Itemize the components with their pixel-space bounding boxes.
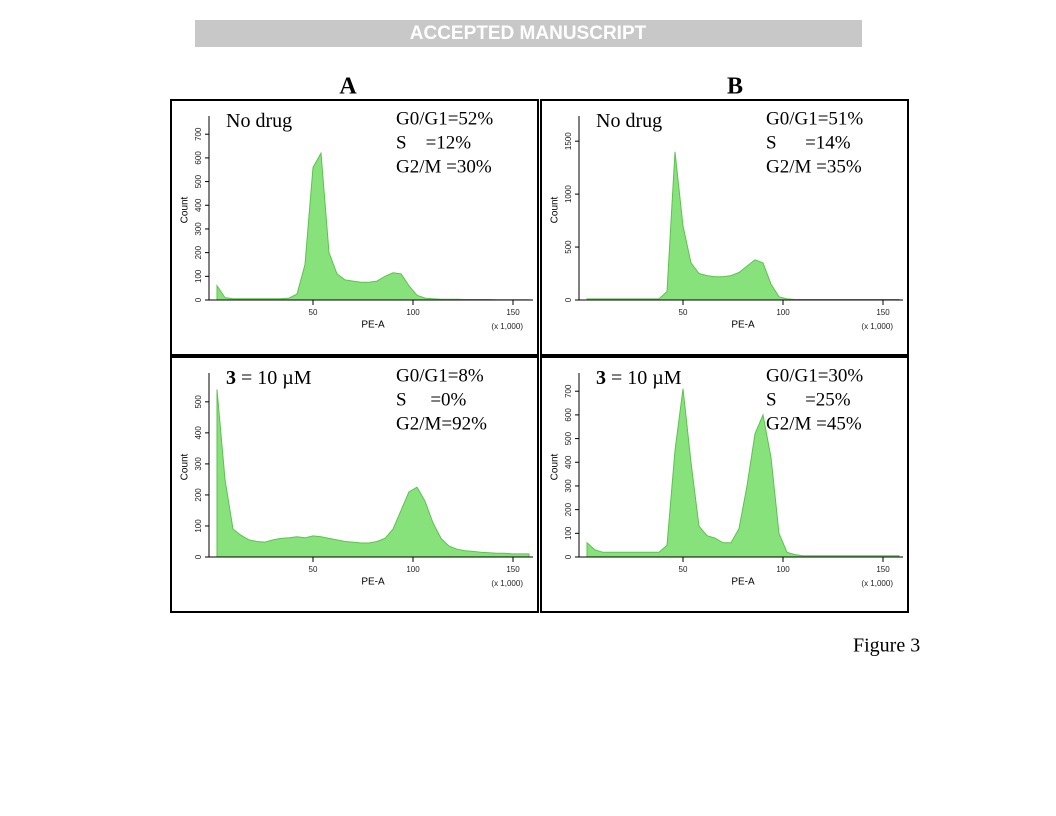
x-axis-label: PE-A xyxy=(361,320,385,331)
y-tick-label: 300 xyxy=(194,457,203,471)
condition-label: 3 = 10 µM xyxy=(596,367,682,389)
histogram-area xyxy=(216,389,530,558)
y-tick-label: 1500 xyxy=(564,132,573,150)
y-tick-label: 200 xyxy=(564,502,573,516)
x-axis-label: PE-A xyxy=(731,577,755,588)
stat-line: G0/G1=8% xyxy=(396,365,484,386)
panel-label: B xyxy=(727,74,743,100)
stat-line: G2/M =30% xyxy=(396,156,492,177)
y-tick-label: 400 xyxy=(194,198,203,212)
x-tick-label: 150 xyxy=(506,565,520,574)
y-tick-label: 400 xyxy=(194,426,203,440)
y-tick-label: 100 xyxy=(194,519,203,533)
x-tick-label: 50 xyxy=(679,565,688,574)
condition: = 10 µM xyxy=(236,367,312,389)
y-tick-label: 200 xyxy=(194,245,203,259)
panel-label: A xyxy=(339,74,357,100)
panel-frame xyxy=(540,356,909,613)
compound-number: 3 xyxy=(596,367,606,389)
stat-line: G2/M =35% xyxy=(766,156,862,177)
y-tick-label: 300 xyxy=(194,222,203,236)
y-tick-label: 300 xyxy=(564,479,573,493)
stat-line: G2/M =45% xyxy=(766,413,862,434)
stat-line: G0/G1=30% xyxy=(766,365,863,386)
x-axis-label: PE-A xyxy=(731,320,755,331)
x-unit-label: (x 1,000) xyxy=(861,579,893,588)
condition: No drug xyxy=(596,110,662,132)
y-tick-label: 400 xyxy=(564,455,573,469)
x-unit-label: (x 1,000) xyxy=(491,579,523,588)
y-tick-label: 700 xyxy=(194,127,203,141)
y-axis-label: Count xyxy=(550,453,561,480)
y-tick-label: 100 xyxy=(194,269,203,283)
header: ACCEPTED MANUSCRIPT xyxy=(410,23,647,44)
y-axis-label: Count xyxy=(550,196,561,223)
stat-line: S =12% xyxy=(396,132,471,153)
stat-line: S =0% xyxy=(396,389,467,410)
y-tick-label: 0 xyxy=(194,297,203,302)
x-tick-label: 50 xyxy=(309,308,318,317)
y-tick-label: 500 xyxy=(194,395,203,409)
condition-label: 3 = 10 µM xyxy=(226,367,312,389)
y-axis-label: Count xyxy=(180,196,191,223)
x-tick-label: 50 xyxy=(679,308,688,317)
x-unit-label: (x 1,000) xyxy=(491,322,523,331)
x-tick-label: 100 xyxy=(406,565,420,574)
stat-line: G0/G1=51% xyxy=(766,108,863,129)
y-tick-label: 600 xyxy=(564,408,573,422)
x-tick-label: 150 xyxy=(506,308,520,317)
x-tick-label: 100 xyxy=(776,308,790,317)
y-tick-label: 0 xyxy=(564,554,573,559)
x-tick-label: 150 xyxy=(876,565,890,574)
y-tick-label: 100 xyxy=(564,526,573,540)
compound-number: 3 xyxy=(226,367,236,389)
y-tick-label: 500 xyxy=(194,174,203,188)
x-tick-label: 150 xyxy=(876,308,890,317)
y-tick-label: 500 xyxy=(564,431,573,445)
x-tick-label: 50 xyxy=(309,565,318,574)
y-tick-label: 0 xyxy=(194,554,203,559)
condition-label: No drug xyxy=(226,110,292,132)
y-tick-label: 0 xyxy=(564,297,573,302)
caption: Figure 3 xyxy=(853,635,920,657)
panel-frame xyxy=(170,356,539,613)
x-tick-label: 100 xyxy=(406,308,420,317)
panel-frame xyxy=(540,99,909,356)
stat-line: G0/G1=52% xyxy=(396,108,493,129)
stat-line: S =25% xyxy=(766,389,851,410)
condition: = 10 µM xyxy=(606,367,682,389)
y-tick-label: 500 xyxy=(564,240,573,254)
x-unit-label: (x 1,000) xyxy=(861,322,893,331)
y-tick-label: 1000 xyxy=(564,185,573,203)
y-tick-label: 700 xyxy=(564,384,573,398)
condition-label: No drug xyxy=(596,110,662,132)
y-tick-label: 600 xyxy=(194,151,203,165)
condition: No drug xyxy=(226,110,292,132)
header-bar xyxy=(195,20,862,47)
y-tick-label: 200 xyxy=(194,488,203,502)
x-axis-label: PE-A xyxy=(361,577,385,588)
histogram-area xyxy=(586,388,900,558)
panel-frame xyxy=(170,99,539,356)
y-axis-label: Count xyxy=(180,453,191,480)
stat-line: G2/M=92% xyxy=(396,413,487,434)
stat-line: S =14% xyxy=(766,132,851,153)
x-tick-label: 100 xyxy=(776,565,790,574)
